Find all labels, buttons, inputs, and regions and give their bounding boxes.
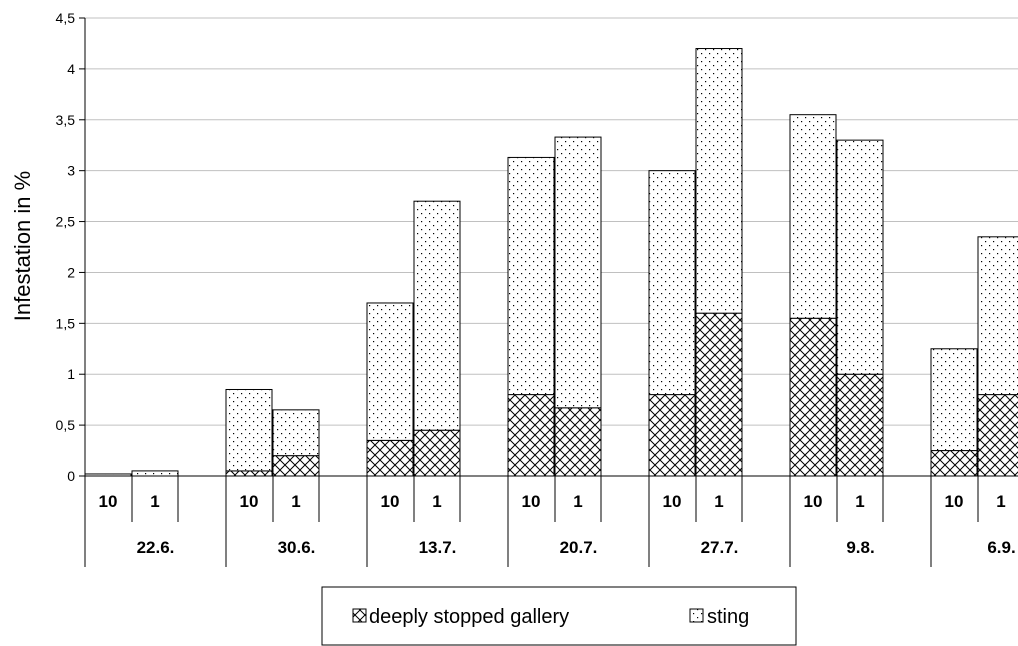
y-tick-label: 4 bbox=[67, 61, 75, 77]
bar-deeply-stopped-gallery bbox=[272, 455, 320, 477]
legend-label-sting: sting bbox=[707, 606, 749, 628]
x-sub-label: 1 bbox=[432, 492, 441, 511]
x-sub-label: 10 bbox=[240, 492, 259, 511]
x-date-label: 9.8. bbox=[846, 538, 874, 557]
legend-label-deeply-stopped-gallery: deeply stopped gallery bbox=[369, 606, 569, 628]
x-sub-label: 1 bbox=[714, 492, 723, 511]
bar-sting bbox=[930, 348, 978, 452]
y-tick-label: 0,5 bbox=[56, 417, 76, 433]
x-sub-label: 10 bbox=[945, 492, 964, 511]
bar-sting bbox=[977, 236, 1018, 396]
x-sub-label: 1 bbox=[996, 492, 1005, 511]
bar-sting bbox=[554, 136, 602, 409]
bar-sting bbox=[225, 388, 273, 472]
legend-swatch-deeply-stopped-gallery bbox=[352, 608, 367, 623]
y-axis: 0 0,5 1 1,5 2 2,5 3 3,5 4 4,5 bbox=[56, 10, 86, 484]
bar-sting bbox=[507, 156, 555, 396]
x-sub-label: 10 bbox=[663, 492, 682, 511]
x-date-label: 20.7. bbox=[560, 538, 598, 557]
x-sub-label: 1 bbox=[573, 492, 582, 511]
bars bbox=[84, 48, 1018, 477]
legend-box bbox=[321, 586, 797, 646]
bar-deeply-stopped-gallery bbox=[836, 373, 884, 477]
bar-deeply-stopped-gallery bbox=[930, 450, 978, 477]
x-sub-label: 10 bbox=[381, 492, 400, 511]
bar-sting bbox=[836, 139, 884, 375]
bar-sting bbox=[789, 114, 837, 319]
y-tick-label: 4,5 bbox=[56, 10, 76, 26]
y-axis-label: Infestation in % bbox=[10, 171, 35, 321]
y-tick-label: 1,5 bbox=[56, 315, 76, 331]
x-axis: 10 1 22.6. 10 1 30.6. 10 1 13.7. 10 1 20.7. 10 1 27.7.… bbox=[84, 475, 1018, 567]
y-tick-label: 2,5 bbox=[56, 214, 76, 230]
bar-sting bbox=[272, 409, 320, 457]
x-date-label: 30.6. bbox=[278, 538, 316, 557]
x-sub-label: 10 bbox=[99, 492, 118, 511]
x-sub-label: 1 bbox=[150, 492, 159, 511]
legend-swatch-sting bbox=[689, 608, 704, 623]
bar-sting bbox=[366, 302, 414, 441]
x-sub-label: 10 bbox=[804, 492, 823, 511]
bar-deeply-stopped-gallery bbox=[977, 394, 1018, 477]
y-tick-label: 2 bbox=[67, 264, 75, 280]
y-tick-label: 1 bbox=[67, 366, 75, 382]
bar-deeply-stopped-gallery bbox=[507, 394, 555, 477]
bar-sting bbox=[413, 200, 461, 431]
bar-deeply-stopped-gallery bbox=[225, 470, 273, 477]
bar-sting bbox=[695, 48, 743, 314]
bar-deeply-stopped-gallery bbox=[695, 312, 743, 477]
bar-deeply-stopped-gallery bbox=[789, 317, 837, 477]
x-sub-label: 10 bbox=[522, 492, 541, 511]
bar-sting bbox=[131, 470, 179, 477]
bar-sting bbox=[648, 170, 696, 396]
x-date-label: 27.7. bbox=[701, 538, 739, 557]
bar-deeply-stopped-gallery bbox=[648, 394, 696, 477]
y-tick-label: 3,5 bbox=[56, 112, 76, 128]
bar-deeply-stopped-gallery bbox=[413, 429, 461, 477]
y-tick-label: 3 bbox=[67, 163, 75, 179]
x-date-label: 13.7. bbox=[419, 538, 457, 557]
bar-deeply-stopped-gallery bbox=[366, 439, 414, 477]
x-sub-label: 1 bbox=[855, 492, 864, 511]
y-tick-label: 0 bbox=[67, 468, 75, 484]
x-date-label: 6.9. bbox=[987, 538, 1015, 557]
x-date-label: 22.6. bbox=[137, 538, 175, 557]
bar-deeply-stopped-gallery bbox=[554, 407, 602, 477]
legend: deeply stopped gallery sting bbox=[321, 586, 797, 646]
x-sub-label: 1 bbox=[291, 492, 300, 511]
